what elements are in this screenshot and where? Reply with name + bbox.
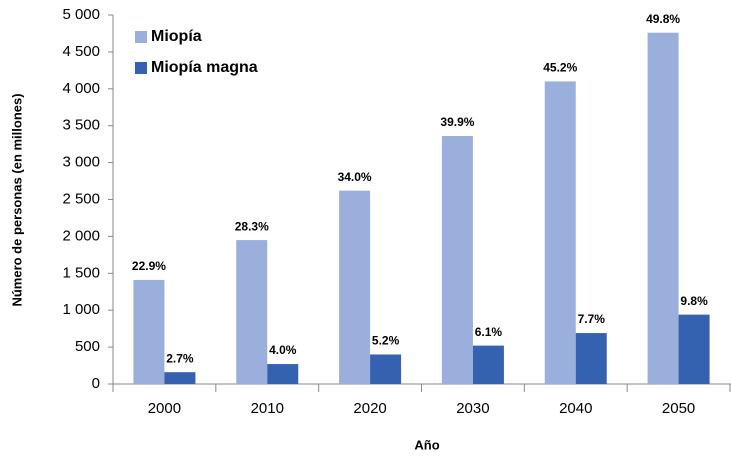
bar: [472, 345, 504, 384]
bar: [544, 81, 576, 385]
y-tick-label: 2 500: [62, 190, 100, 207]
share-label: 45.2%: [543, 61, 577, 75]
share-label: 9.8%: [680, 294, 708, 308]
y-tick-label: 1 000: [62, 301, 100, 318]
bar: [441, 136, 473, 384]
y-tick-label: 1 500: [62, 264, 100, 281]
y-tick-label: 0: [92, 375, 100, 392]
y-tick-label: 4 500: [62, 43, 100, 60]
y-tick-label: 3 500: [62, 117, 100, 134]
legend-swatch: [135, 31, 147, 43]
share-label: 22.9%: [132, 259, 166, 273]
x-tick-label: 2030: [456, 400, 489, 417]
y-tick-label: 500: [75, 338, 100, 355]
y-tick-label: 4 000: [62, 80, 100, 97]
bar: [370, 354, 402, 384]
x-tick-label: 2000: [148, 400, 181, 417]
x-tick-label: 2020: [353, 400, 386, 417]
legend-swatch: [135, 62, 147, 74]
share-label: 49.8%: [646, 12, 680, 26]
x-tick-label: 2010: [251, 400, 284, 417]
bar: [647, 32, 679, 384]
bar: [133, 279, 165, 384]
share-label: 5.2%: [372, 334, 400, 348]
x-axis-title: Año: [414, 437, 439, 452]
bar: [575, 333, 607, 384]
bar: [164, 372, 196, 384]
share-label: 28.3%: [235, 219, 269, 233]
y-axis-title: Número de personas (en millones): [9, 93, 24, 306]
legend-label: Miopía: [151, 28, 202, 45]
share-label: 4.0%: [269, 343, 297, 357]
share-label: 34.0%: [338, 170, 372, 184]
bar: [678, 314, 710, 384]
bar: [236, 240, 268, 384]
share-label: 6.1%: [475, 325, 503, 339]
y-tick-label: 5 000: [62, 6, 100, 23]
bar: [267, 364, 299, 384]
x-tick-label: 2040: [559, 400, 592, 417]
y-tick-label: 2 000: [62, 227, 100, 244]
y-tick-label: 3 000: [62, 154, 100, 171]
legend-label: Miopía magna: [151, 59, 258, 76]
bar: [339, 190, 371, 384]
share-label: 39.9%: [440, 115, 474, 129]
x-tick-label: 2050: [662, 400, 695, 417]
share-label: 2.7%: [166, 351, 194, 365]
share-label: 7.7%: [578, 312, 606, 326]
